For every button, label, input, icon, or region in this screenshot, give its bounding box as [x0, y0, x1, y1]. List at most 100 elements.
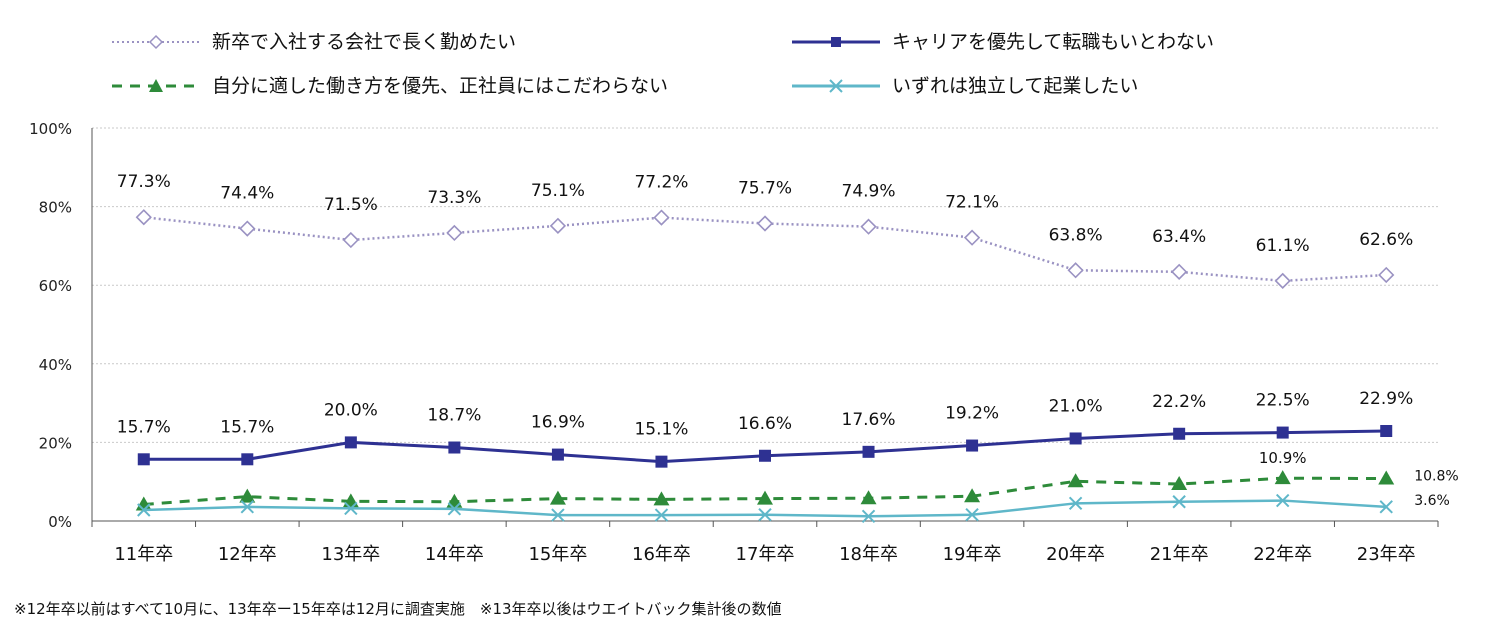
data-point-long-tenure: [1067, 262, 1084, 279]
data-label-startup: 3.6%: [1414, 493, 1450, 509]
data-label-career-first: 15.7%: [117, 417, 171, 437]
data-label-long-tenure: 74.9%: [842, 182, 896, 202]
data-label-career-first: 19.2%: [945, 404, 999, 424]
data-point-long-tenure: [756, 215, 774, 232]
footnote: ※12年卒以前はすべて10月に、13年卒ー15年卒は12月に調査実施 ※13年卒…: [14, 600, 782, 618]
data-point-work-style: [239, 488, 256, 503]
x-tick-label: 12年卒: [218, 544, 277, 565]
data-label-long-tenure: 61.1%: [1256, 236, 1310, 256]
data-point-career-first: [137, 453, 150, 466]
legend-label-career-first: キャリアを優先して転職もいとわない: [892, 31, 1215, 53]
data-point-long-tenure: [239, 220, 256, 237]
data-point-long-tenure: [342, 231, 359, 249]
data-point-long-tenure: [135, 209, 152, 226]
data-point-work-style: [1067, 473, 1084, 488]
data-label-career-first: 15.7%: [220, 417, 274, 437]
data-point-startup: [1068, 496, 1083, 511]
data-point-career-first: [551, 448, 564, 461]
data-point-long-tenure: [653, 209, 670, 226]
data-point-career-first: [1069, 432, 1082, 445]
y-tick-label: 20%: [39, 434, 72, 452]
data-label-long-tenure: 73.3%: [427, 188, 481, 208]
data-point-career-first: [241, 453, 254, 466]
data-point-startup: [1275, 493, 1290, 508]
data-label-long-tenure: 71.5%: [324, 195, 378, 215]
y-tick-label: 0%: [48, 513, 72, 531]
data-label-long-tenure: 77.2%: [634, 173, 688, 193]
data-point-long-tenure: [446, 224, 463, 242]
data-label-long-tenure: 75.7%: [738, 178, 792, 198]
data-point-work-style: [860, 490, 877, 505]
data-point-career-first: [448, 441, 461, 454]
legend-label-long-tenure: 新卒で入社する会社で長く勤めたい: [212, 31, 517, 53]
y-tick-label: 80%: [39, 199, 72, 217]
legend-swatch-long-tenure: [112, 34, 200, 50]
data-label-work-style: 10.8%: [1414, 469, 1458, 485]
x-tick-label: 23年卒: [1357, 544, 1416, 565]
data-label-long-tenure: 74.4%: [220, 184, 274, 204]
data-point-work-style: [964, 488, 981, 503]
data-label-work-style: 10.9%: [1259, 449, 1307, 467]
legend-label-startup: いずれは独立して起業したい: [892, 75, 1139, 97]
data-point-work-style: [1171, 476, 1188, 491]
data-point-startup: [551, 508, 565, 522]
data-point-startup: [1172, 495, 1186, 509]
data-point-long-tenure: [1378, 266, 1395, 284]
data-point-startup: [447, 502, 462, 516]
x-tick-label: 19年卒: [943, 544, 1002, 565]
data-label-career-first: 22.2%: [1152, 392, 1206, 412]
data-label-long-tenure: 75.1%: [531, 181, 585, 201]
data-point-career-first: [1173, 427, 1186, 440]
y-tick-label: 100%: [29, 120, 72, 138]
data-label-career-first: 21.0%: [1049, 396, 1103, 416]
data-point-long-tenure: [1171, 263, 1188, 280]
data-point-work-style: [1274, 470, 1291, 485]
x-tick-label: 15年卒: [528, 544, 587, 565]
data-point-startup: [654, 508, 669, 522]
x-tick-label: 14年卒: [425, 544, 484, 565]
y-tick-label: 40%: [39, 356, 72, 374]
data-label-long-tenure: 63.8%: [1049, 225, 1103, 245]
data-label-long-tenure: 63.4%: [1152, 227, 1206, 247]
legend-swatch-startup: [792, 79, 880, 93]
data-point-career-first: [862, 445, 875, 458]
data-label-career-first: 18.7%: [427, 406, 481, 426]
data-point-career-first: [655, 455, 668, 468]
legend-swatch-work-style: [112, 79, 200, 92]
data-point-career-first: [1276, 426, 1289, 439]
data-point-long-tenure: [549, 217, 567, 234]
data-label-career-first: 16.9%: [531, 413, 585, 433]
data-label-career-first: 17.6%: [842, 410, 896, 430]
data-label-long-tenure: 72.1%: [945, 193, 999, 213]
data-label-career-first: 16.6%: [738, 414, 792, 434]
data-label-career-first: 20.0%: [324, 400, 378, 420]
data-point-career-first: [344, 436, 357, 449]
data-label-career-first: 15.1%: [634, 420, 688, 440]
data-point-startup: [965, 508, 979, 522]
data-label-career-first: 22.9%: [1359, 389, 1413, 409]
y-tick-label: 60%: [39, 277, 72, 295]
x-tick-label: 18年卒: [839, 544, 898, 565]
legend-label-work-style: 自分に適した働き方を優先、正社員にはこだわらない: [212, 75, 669, 97]
data-point-work-style: [549, 490, 566, 505]
data-point-startup: [1379, 500, 1393, 514]
data-point-work-style: [1378, 470, 1395, 485]
x-tick-label: 22年卒: [1253, 544, 1312, 565]
x-tick-label: 20年卒: [1046, 544, 1105, 565]
data-point-startup: [861, 509, 876, 523]
data-label-career-first: 22.5%: [1256, 391, 1310, 411]
data-point-long-tenure: [1274, 272, 1291, 290]
data-label-long-tenure: 62.6%: [1359, 230, 1413, 250]
data-point-career-first: [966, 439, 979, 452]
x-tick-label: 21年卒: [1150, 544, 1209, 565]
data-point-long-tenure: [860, 218, 877, 235]
x-tick-label: 17年卒: [736, 544, 795, 565]
data-point-long-tenure: [963, 229, 981, 246]
data-point-startup: [240, 500, 255, 514]
data-point-career-first: [1380, 425, 1393, 438]
data-point-startup: [137, 503, 151, 517]
data-point-startup: [758, 508, 772, 522]
x-tick-label: 16年卒: [632, 544, 691, 565]
x-tick-label: 13年卒: [321, 544, 380, 565]
data-label-long-tenure: 77.3%: [117, 172, 171, 192]
